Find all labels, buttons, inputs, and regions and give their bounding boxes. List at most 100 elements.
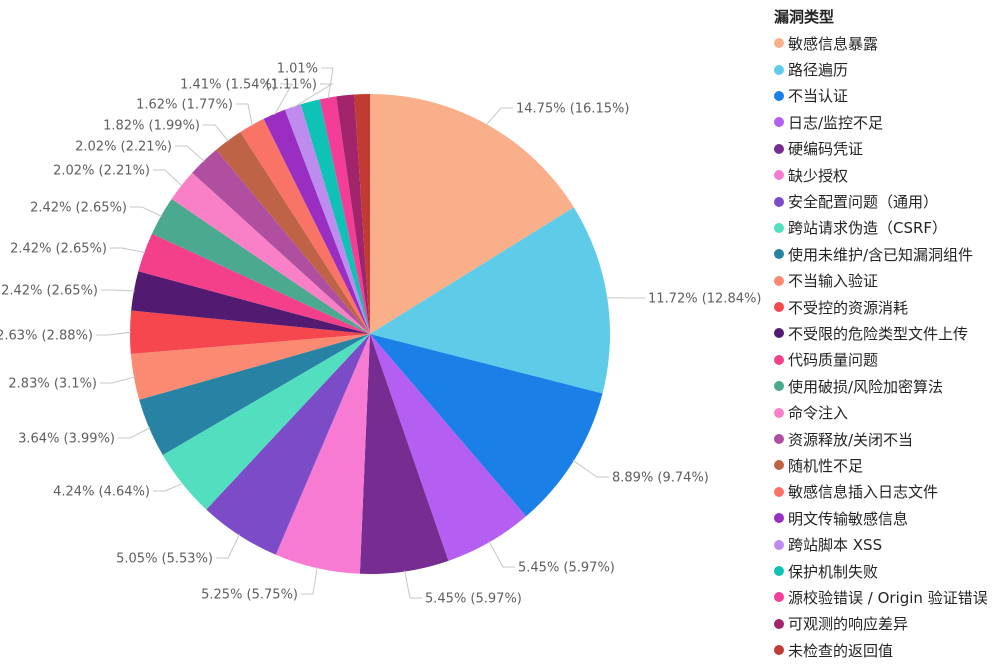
legend-item-11[interactable]: 不受限的危险类型文件上传 bbox=[774, 320, 998, 346]
legend-item-14[interactable]: 命令注入 bbox=[774, 399, 998, 425]
legend-swatch-icon bbox=[774, 460, 784, 471]
legend-swatch-icon bbox=[774, 90, 784, 101]
legend-item-label: 命令注入 bbox=[788, 404, 849, 423]
pie-slice-4[interactable] bbox=[359, 334, 449, 575]
pie-slice-2[interactable] bbox=[370, 334, 603, 517]
legend-item-5[interactable]: 缺少授权 bbox=[774, 162, 998, 188]
label-leader-line bbox=[130, 206, 163, 217]
label-leader-line bbox=[101, 289, 135, 292]
legend-swatch-icon bbox=[774, 434, 784, 445]
label-leader-line bbox=[118, 427, 151, 439]
legend-item-label: 敏感信息暴露 bbox=[788, 34, 879, 53]
pie-slice-23[interactable] bbox=[354, 94, 370, 334]
legend-swatch-icon bbox=[774, 566, 784, 576]
pie-slice-7[interactable] bbox=[162, 334, 370, 510]
legend-swatch-icon bbox=[774, 486, 784, 497]
legend-item-1[interactable]: 路径遍历 bbox=[774, 56, 998, 82]
pie-slice-22[interactable] bbox=[336, 94, 370, 335]
legend-item-13[interactable]: 使用破损/风险加密算法 bbox=[774, 373, 998, 399]
pie-slice-13[interactable] bbox=[151, 198, 370, 334]
pie-slice-8[interactable] bbox=[139, 334, 370, 455]
legend-swatch-icon bbox=[774, 275, 784, 286]
legend-item-15[interactable]: 资源释放/关闭不当 bbox=[774, 426, 998, 452]
legend: 漏洞类型 敏感信息暴露 路径遍历 不当认证 日志/监控不足 硬编码凭证 缺少授权 安全配置问… bbox=[774, 5, 998, 663]
label-leader-line bbox=[96, 331, 132, 336]
legend-item-label: 保护机制失败 bbox=[788, 562, 879, 581]
legend-item-label: 使用破损/风险加密算法 bbox=[788, 377, 944, 396]
label-leader-line bbox=[153, 482, 184, 492]
legend-item-label: 不受控的资源消耗 bbox=[788, 298, 909, 317]
legend-item-label: 使用未维护/含已知漏洞组件 bbox=[788, 245, 974, 264]
pie-slice-5[interactable] bbox=[275, 334, 370, 574]
legend-item-0[interactable]: 敏感信息暴露 bbox=[774, 30, 998, 56]
legend-items: 敏感信息暴露路径遍历不当认证日志/监控不足 硬编码凭证 缺少授权安全配置问题（通用）… bbox=[774, 30, 998, 663]
slice-label: 4.24% (4.64%) bbox=[53, 485, 150, 500]
pie-slice-6[interactable] bbox=[206, 334, 370, 555]
pie-slice-10[interactable] bbox=[129, 310, 370, 354]
legend-item-23[interactable]: 未检查的返回值 bbox=[774, 637, 998, 663]
pie-slice-15[interactable] bbox=[192, 149, 370, 334]
legend-item-8[interactable]: 使用未维护/含已知漏洞组件 bbox=[774, 241, 998, 267]
legend-item-16[interactable]: 随机性不足 bbox=[774, 452, 998, 478]
legend-swatch-icon bbox=[774, 513, 784, 524]
slice-label: 1.41% (1.54%) bbox=[180, 78, 277, 93]
legend-item-label: 未检查的返回值 bbox=[788, 641, 894, 660]
slice-label: 1.82% (1.99%) bbox=[103, 119, 200, 134]
pie-slice-11[interactable] bbox=[131, 271, 370, 334]
legend-item-10[interactable]: 不受控的资源消耗 bbox=[774, 294, 998, 320]
legend-item-label: 安全配置问题（通用） bbox=[788, 193, 939, 212]
slice-label: 2.63% (2.88%) bbox=[0, 329, 93, 344]
legend-swatch-icon bbox=[774, 407, 784, 418]
slice-label: (1.11%) bbox=[266, 78, 317, 93]
pie-slice-14[interactable] bbox=[171, 172, 370, 334]
legend-item-label: 跨站脚本 XSS bbox=[788, 536, 883, 555]
legend-swatch-icon bbox=[774, 143, 784, 154]
legend-item-18[interactable]: 明文传输敏感信息 bbox=[774, 505, 998, 531]
slice-label: 2.02% (2.21%) bbox=[75, 140, 172, 155]
legend-item-19[interactable]: 跨站脚本 XSS bbox=[774, 531, 998, 557]
label-leader-line bbox=[404, 570, 422, 599]
legend-item-label: 源校验错误 / Origin 验证错误 bbox=[788, 588, 988, 607]
legend-item-22[interactable]: 可观测的响应差异 bbox=[774, 611, 998, 637]
legend-item-3[interactable]: 日志/监控不足 bbox=[774, 109, 998, 135]
pie-slice-3[interactable] bbox=[370, 334, 527, 561]
pie-slice-0[interactable] bbox=[370, 94, 574, 334]
legend-item-9[interactable]: 不当输入验证 bbox=[774, 268, 998, 294]
legend-item-6[interactable]: 安全配置问题（通用） bbox=[774, 188, 998, 214]
legend-item-2[interactable]: 不当认证 bbox=[774, 83, 998, 109]
legend-swatch-icon bbox=[774, 592, 784, 603]
legend-item-label: 代码质量问题 bbox=[788, 351, 879, 370]
pie-slice-16[interactable] bbox=[216, 132, 370, 334]
legend-swatch-icon bbox=[774, 249, 784, 260]
slice-label: 5.45% (5.97%) bbox=[518, 561, 615, 576]
pie-slice-21[interactable] bbox=[319, 96, 370, 334]
legend-item-7[interactable]: 跨站请求伪造（CSRF） bbox=[774, 215, 998, 241]
pie-slice-12[interactable] bbox=[138, 233, 370, 334]
label-leader-line bbox=[153, 169, 183, 187]
slice-label: 5.45% (5.97%) bbox=[425, 592, 522, 607]
legend-item-20[interactable]: 保护机制失败 bbox=[774, 558, 998, 584]
legend-item-21[interactable]: 源校验错误 / Origin 验证错误 bbox=[774, 584, 998, 610]
legend-swatch-icon bbox=[774, 222, 784, 233]
legend-swatch-icon bbox=[774, 302, 784, 313]
legend-swatch-icon bbox=[774, 354, 784, 365]
label-leader-line bbox=[100, 376, 136, 384]
legend-item-17[interactable]: 敏感信息插入日志文件 bbox=[774, 479, 998, 505]
legend-item-4[interactable]: 硬编码凭证 bbox=[774, 136, 998, 162]
legend-item-12[interactable]: 代码质量问题 bbox=[774, 347, 998, 373]
legend-item-label: 不当认证 bbox=[788, 87, 849, 106]
pie-slice-18[interactable] bbox=[263, 109, 370, 334]
slice-label: 1.01% bbox=[277, 62, 318, 77]
pie-slice-1[interactable] bbox=[370, 207, 611, 394]
pie-slice-20[interactable] bbox=[300, 99, 370, 334]
pie-slice-9[interactable] bbox=[130, 334, 370, 400]
slice-label: 2.42% (2.65%) bbox=[30, 201, 127, 216]
pie-slice-17[interactable] bbox=[240, 118, 370, 335]
legend-item-label: 随机性不足 bbox=[788, 456, 864, 475]
label-leader-line bbox=[236, 103, 253, 127]
legend-swatch-icon bbox=[774, 170, 784, 181]
pie-slice-19[interactable] bbox=[284, 104, 370, 335]
